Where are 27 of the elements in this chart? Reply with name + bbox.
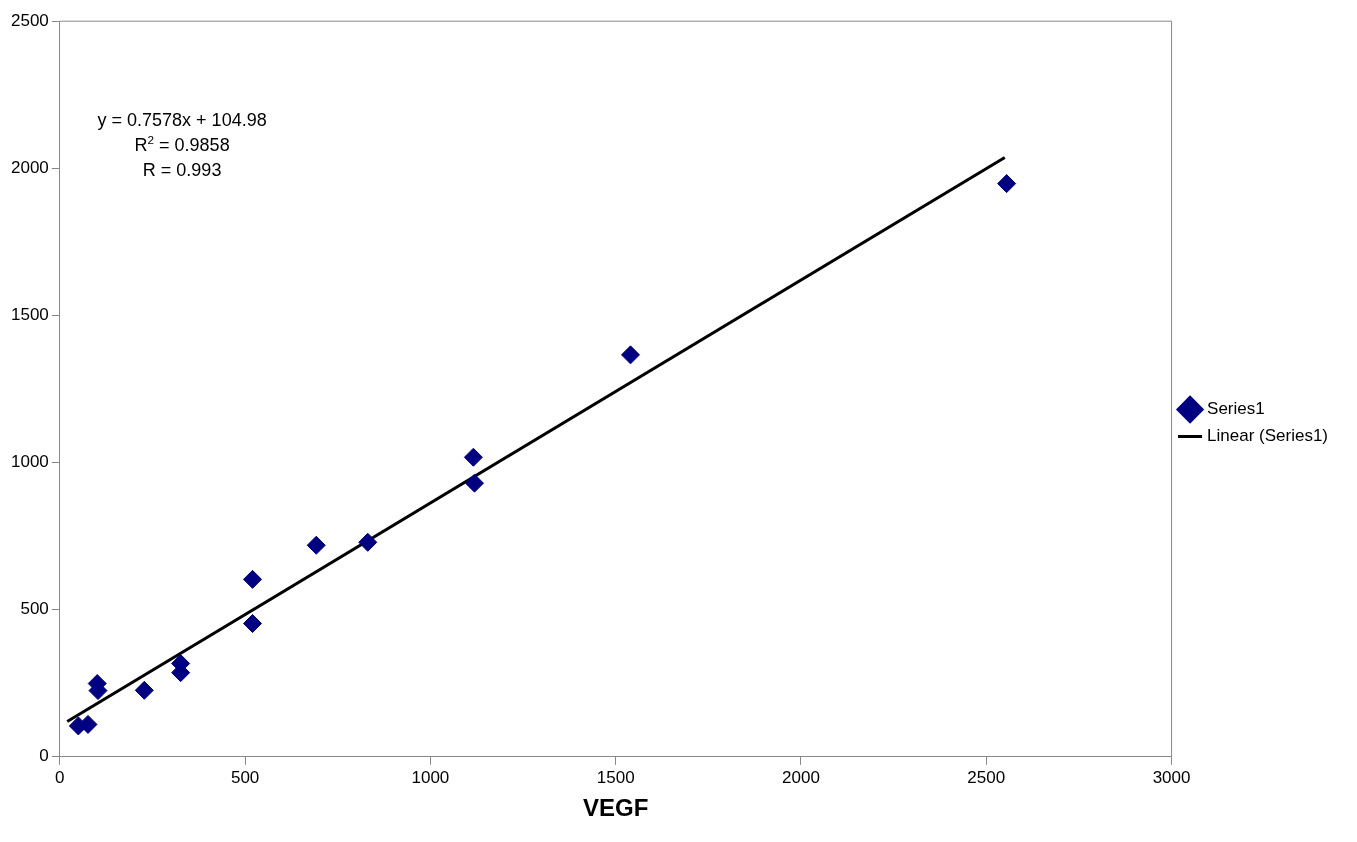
annotation: y = 0.7578x + 104.98 <box>97 110 267 131</box>
point <box>621 345 641 365</box>
x-tick-label: 1500 <box>596 767 635 787</box>
x-tick-label: 1000 <box>411 767 450 787</box>
y-tick-label: 2500 <box>10 10 49 30</box>
y-tick-label: 0 <box>39 746 49 766</box>
point <box>997 174 1017 194</box>
x-tick-label: 500 <box>230 767 260 787</box>
x-tick-label: 0 <box>55 767 65 787</box>
point <box>134 680 154 700</box>
legend-label: Series1 <box>1207 399 1265 419</box>
point <box>243 569 263 589</box>
y-tick-label: 2000 <box>10 158 49 178</box>
x-tick-label: 2000 <box>782 767 820 787</box>
annotation: R = 0.993 <box>142 160 222 181</box>
x-tick-label: 2500 <box>967 767 1006 787</box>
x-tick-label: 3000 <box>1152 767 1191 787</box>
point <box>465 473 484 493</box>
y-tick-label: 1000 <box>10 452 49 472</box>
legend-label: Linear (Series1) <box>1207 426 1329 446</box>
point <box>306 535 326 555</box>
y-tick-label: 1500 <box>10 305 49 325</box>
y-tick-label: 500 <box>20 599 49 619</box>
point <box>243 614 263 634</box>
point <box>463 447 483 467</box>
point <box>358 532 378 552</box>
x-axis-title: VEGF <box>583 794 649 822</box>
